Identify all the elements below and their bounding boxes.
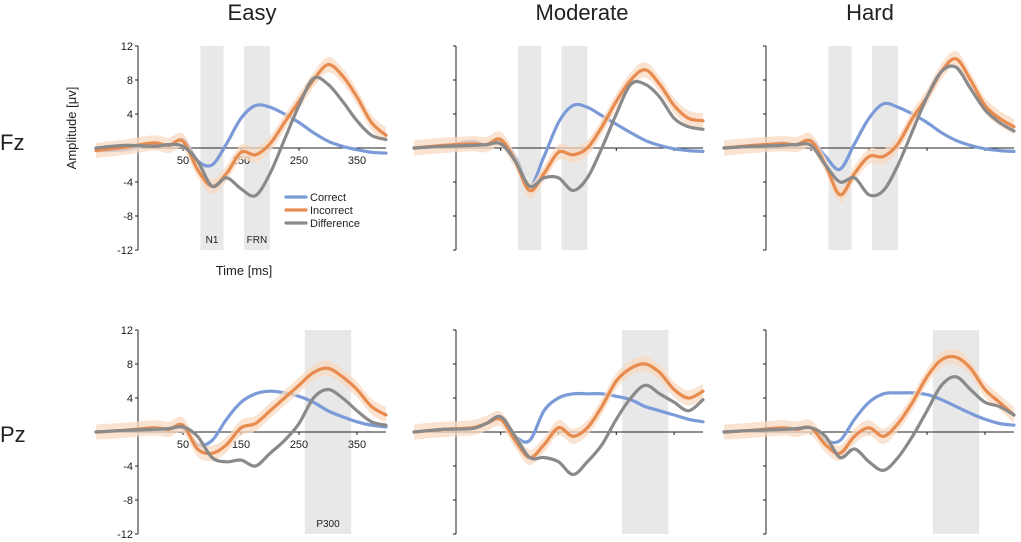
y-tick-label: -8 [123, 211, 133, 223]
row-label-pz: Pz [0, 422, 26, 447]
panel-pz-easy: 12 8 4 -4 -8 -12 50 150 250 350 P300 [94, 325, 388, 541]
series-line-difference [722, 375, 1016, 472]
y-tick-label: 8 [127, 75, 133, 87]
column-title-hard: Hard [846, 0, 894, 25]
y-tick-label: 8 [127, 359, 133, 371]
legend-label-correct: Correct [310, 192, 346, 204]
y-axis-title: Amplitude [μv] [64, 87, 79, 170]
window-label-frn: FRN [247, 235, 268, 246]
y-tick-label: 12 [121, 325, 133, 337]
x-tick-label: 50 [177, 439, 189, 451]
series-line-difference [94, 387, 388, 468]
y-tick-label: 12 [121, 41, 133, 53]
window-label-n1: N1 [206, 235, 219, 246]
series-line-difference [722, 64, 1016, 198]
band-incorrect [724, 50, 1014, 203]
panels: 12 8 4 -4 -8 -12 50 150 250 350 N1 FRN Amplitude [μv… [64, 41, 1016, 541]
x-tick-label: 350 [348, 155, 366, 167]
series-line-difference [412, 383, 705, 477]
y-tick-label: -12 [117, 245, 133, 257]
y-tick-label: -12 [117, 529, 133, 541]
x-tick-label: 150 [232, 439, 250, 451]
x-tick-label: 50 [177, 155, 189, 167]
band-incorrect [96, 360, 386, 462]
y-tick-label: -8 [123, 495, 133, 507]
x-tick-label: 250 [290, 439, 308, 451]
y-tick-label: -4 [123, 177, 133, 189]
legend-label-incorrect: Incorrect [310, 205, 353, 217]
row-label-fz: Fz [0, 130, 24, 155]
panel-pz-hard [722, 329, 1016, 535]
band-incorrect [724, 348, 1014, 462]
x-tick-label: 250 [290, 155, 308, 167]
panel-fz-hard [722, 45, 1016, 251]
y-tick-label: 4 [127, 109, 133, 121]
series-line-incorrect [722, 57, 1016, 197]
series-line-difference [412, 79, 705, 193]
x-axis-title: Time [ms] [216, 263, 273, 278]
legend-label-difference: Difference [310, 218, 360, 230]
panel-fz-moderate [412, 45, 705, 251]
y-tick-label: 4 [127, 393, 133, 405]
x-tick-label: 350 [348, 439, 366, 451]
series-line-difference [94, 75, 388, 198]
y-tick-label: -4 [123, 461, 133, 473]
column-title-moderate: Moderate [536, 0, 629, 25]
panel-pz-moderate [412, 329, 705, 535]
window-label-p300: P300 [316, 519, 340, 530]
column-title-easy: Easy [228, 0, 277, 25]
